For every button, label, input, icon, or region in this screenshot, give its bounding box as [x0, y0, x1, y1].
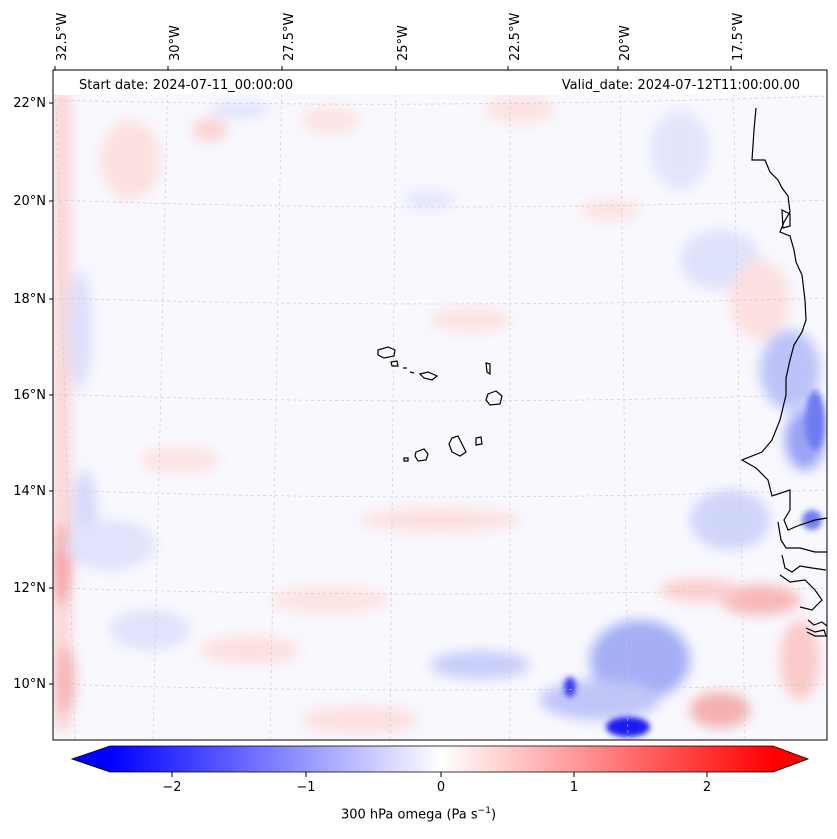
omega-field	[53, 90, 825, 737]
header-strip	[53, 71, 826, 95]
colorbar-tick-label: 2	[702, 780, 712, 795]
lon-tick-label: 20°W	[618, 25, 633, 61]
colorbar-outline	[70, 745, 810, 773]
map-border	[52, 69, 828, 741]
colorbar-tick-label: −1	[296, 780, 316, 795]
valid-date-label: Valid_date: 2024-07-12T11:00:00.00	[561, 78, 800, 93]
axis-ticks	[49, 66, 732, 685]
lon-tick-label: 17.5°W	[731, 12, 746, 61]
lat-tick-label: 14°N	[13, 484, 46, 499]
colorbar-label: 300 hPa omega (Pa s−1)	[340, 806, 497, 823]
lon-tick-label: 22.5°W	[508, 12, 523, 61]
lat-tick-label: 12°N	[13, 581, 46, 596]
lat-tick-label: 18°N	[13, 292, 46, 307]
colorbar-low-extend	[72, 746, 110, 772]
lat-tick-label: 10°N	[13, 677, 46, 692]
colorbar	[70, 745, 810, 777]
lon-tick-label: 27.5°W	[282, 12, 297, 61]
colorbar-gradient	[110, 746, 773, 772]
cape-verde-islands	[377, 346, 503, 462]
colorbar-high-extend	[773, 746, 808, 772]
graticule	[53, 70, 827, 740]
colorbar-tick-label: −2	[162, 780, 182, 795]
lat-tick-label: 20°N	[13, 194, 46, 209]
colorbar-tick-label: 1	[569, 780, 579, 795]
lat-tick-label: 16°N	[13, 388, 46, 403]
colorbar-tick-label: 0	[436, 780, 446, 795]
coastline	[740, 107, 827, 637]
lon-tick-label: 30°W	[168, 25, 183, 61]
lat-tick-label: 22°N	[13, 96, 46, 111]
lon-tick-label: 32.5°W	[55, 12, 70, 61]
start-date-label: Start date: 2024-07-11_00:00:00	[79, 78, 294, 93]
lon-tick-label: 25°W	[396, 25, 411, 61]
